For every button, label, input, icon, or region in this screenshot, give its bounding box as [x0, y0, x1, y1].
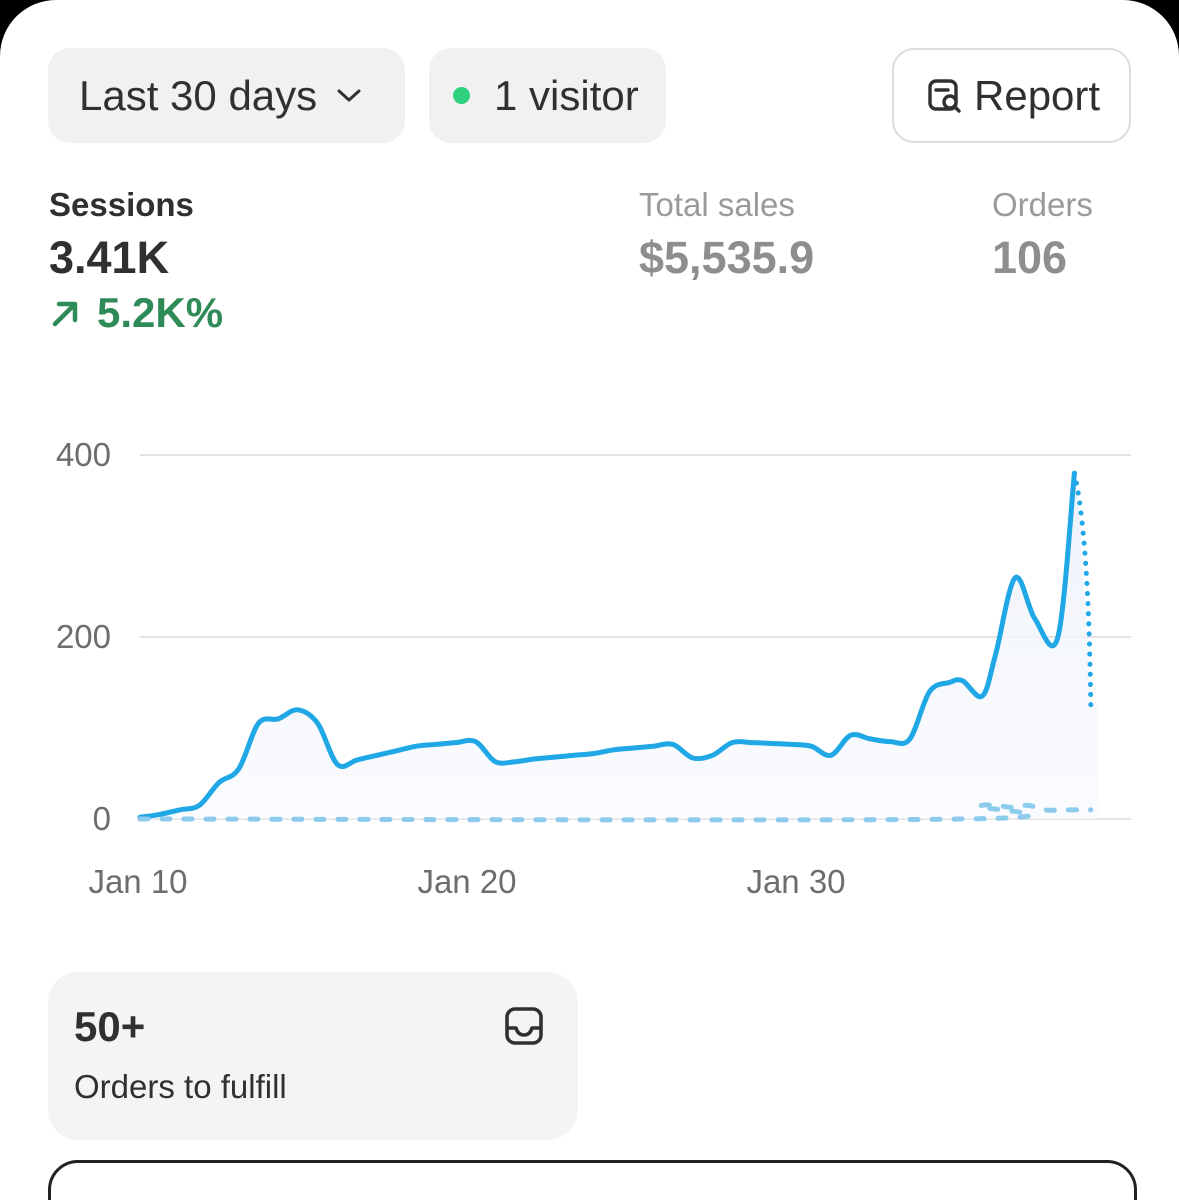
report-search-icon: [926, 77, 964, 115]
x-tick-label: Jan 10: [88, 863, 187, 900]
fulfill-count: 50+: [74, 1003, 146, 1050]
next-card-edge: [48, 1160, 1137, 1200]
y-tick-label: 400: [56, 436, 111, 473]
orders-metric[interactable]: Orders 106: [992, 185, 1093, 285]
x-tick-label: Jan 30: [746, 863, 845, 900]
date-range-dropdown[interactable]: Last 30 days: [48, 48, 405, 143]
sessions-value: 3.41K: [49, 232, 170, 283]
sessions-label: Sessions: [49, 186, 194, 223]
sessions-metric[interactable]: Sessions 3.41K 5.2K%: [49, 185, 223, 337]
sessions-change: 5.2K%: [49, 289, 223, 337]
chevron-down-icon: [335, 86, 363, 106]
sessions-line-chart: 400 200 0 Jan 10 Jan 20 Jan 30: [56, 436, 1131, 900]
live-status-dot: [453, 87, 470, 104]
arrow-up-right-icon: [49, 296, 83, 330]
total-sales-metric[interactable]: Total sales $5,535.9: [639, 185, 814, 285]
live-visitors-label: 1 visitor: [494, 71, 639, 119]
x-tick-label: Jan 20: [417, 863, 516, 900]
sessions-incomplete-segment: [1071, 470, 1094, 708]
report-button[interactable]: Report: [892, 48, 1131, 143]
sessions-series-line: [137, 470, 1077, 820]
sessions-area-fill: [140, 472, 1098, 819]
date-range-label: Last 30 days: [79, 71, 318, 119]
total-sales-value: $5,535.9: [639, 232, 815, 283]
total-sales-label: Total sales: [639, 186, 795, 223]
orders-label: Orders: [992, 186, 1093, 223]
y-tick-label: 0: [93, 800, 111, 837]
orders-to-fulfill-card[interactable]: 50+ Orders to fulfill: [48, 972, 578, 1140]
live-visitors-button[interactable]: 1 visitor: [429, 48, 666, 143]
y-tick-label: 200: [56, 618, 111, 655]
inbox-icon: [504, 1006, 544, 1046]
sessions-change-value: 5.2K%: [97, 289, 224, 336]
fulfill-caption: Orders to fulfill: [74, 1068, 287, 1105]
orders-value: 106: [992, 232, 1068, 283]
report-label: Report: [974, 71, 1101, 119]
